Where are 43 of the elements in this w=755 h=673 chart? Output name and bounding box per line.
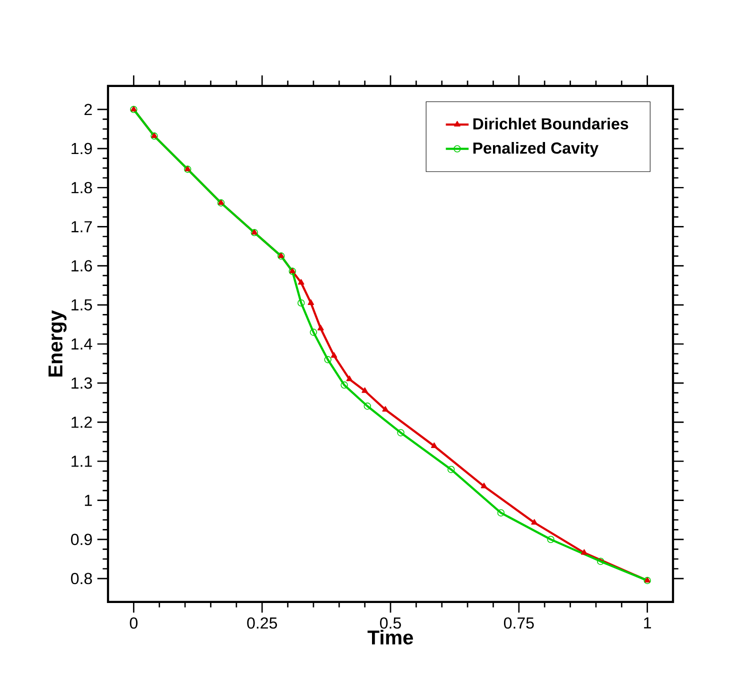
point bbox=[397, 429, 404, 436]
y-tick-label: 2 bbox=[84, 104, 92, 116]
point bbox=[298, 299, 305, 307]
point bbox=[308, 299, 314, 305]
point bbox=[298, 279, 304, 285]
point bbox=[340, 381, 348, 389]
y-tick-label: 1.5 bbox=[72, 299, 92, 310]
y-tick-label: 0.9 bbox=[71, 534, 92, 546]
point bbox=[547, 536, 554, 544]
y-tick-label: 1.1 bbox=[72, 456, 92, 467]
y-tick-label: 1.4 bbox=[72, 338, 92, 350]
y-tick-label: 1.6 bbox=[72, 260, 92, 272]
legend-label: Dirichlet Boundaries bbox=[473, 118, 628, 130]
x-tick-label: 0.75 bbox=[504, 617, 534, 629]
y-tick-label: 1.7 bbox=[72, 221, 92, 232]
point bbox=[330, 352, 338, 358]
y-tick-label: 1.2 bbox=[72, 416, 92, 428]
point bbox=[480, 482, 488, 488]
point bbox=[531, 519, 538, 525]
legend-label: Penalized Cavity bbox=[473, 142, 598, 157]
point bbox=[430, 442, 438, 448]
y-tick-label: 1 bbox=[84, 494, 92, 506]
point bbox=[382, 406, 389, 412]
x-tick-label: 0.5 bbox=[380, 617, 401, 629]
x-tick-label: 0.25 bbox=[247, 617, 277, 629]
point bbox=[310, 328, 318, 336]
point bbox=[346, 376, 353, 382]
x-axis-title: Time bbox=[368, 630, 413, 645]
point bbox=[596, 558, 604, 565]
point bbox=[324, 356, 332, 364]
point bbox=[364, 402, 371, 410]
point bbox=[448, 466, 455, 474]
x-tick-label: 0 bbox=[130, 617, 138, 629]
point bbox=[497, 509, 505, 516]
x-tick-label: 1 bbox=[644, 617, 651, 628]
y-axis-title: Energy bbox=[48, 310, 67, 377]
point bbox=[317, 324, 324, 330]
point bbox=[580, 549, 588, 555]
point bbox=[362, 387, 368, 393]
y-tick-label: 1.8 bbox=[72, 182, 92, 194]
y-tick-label: 1.3 bbox=[72, 377, 92, 389]
y-tick-label: 0.8 bbox=[71, 572, 92, 584]
y-tick-label: 1.9 bbox=[72, 142, 92, 154]
